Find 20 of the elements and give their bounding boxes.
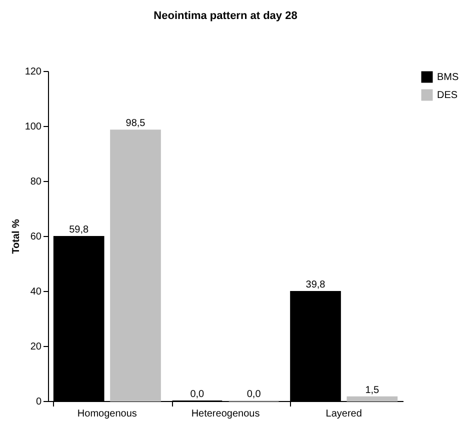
- chart-title: Neointima pattern at day 28: [154, 10, 298, 22]
- x-tick-label: Homogenous: [77, 408, 137, 420]
- legend-label: BMS: [437, 72, 459, 83]
- y-tick-label: 60: [30, 232, 42, 242]
- y-tick-label: 100: [24, 122, 42, 132]
- y-tick-label: 0: [36, 396, 42, 408]
- x-tick-label: Hetereogenous: [191, 408, 260, 420]
- data-label: 0,0: [190, 389, 205, 400]
- data-label: 1,5: [365, 384, 380, 396]
- x-tick-label: Layered: [326, 408, 362, 420]
- data-label: 59,8: [69, 224, 90, 236]
- data-label: 0,0: [246, 389, 262, 400]
- y-tick-label: 20: [30, 342, 42, 352]
- y-tick-label: 40: [30, 286, 42, 298]
- data-label: 98,5: [126, 118, 146, 130]
- legend-label: DES: [437, 90, 458, 101]
- y-tick-label: 80: [30, 176, 42, 188]
- y-tick-label: 120: [24, 66, 42, 78]
- y-axis-title: Total %: [10, 218, 22, 254]
- data-label: 39,8: [306, 280, 326, 291]
